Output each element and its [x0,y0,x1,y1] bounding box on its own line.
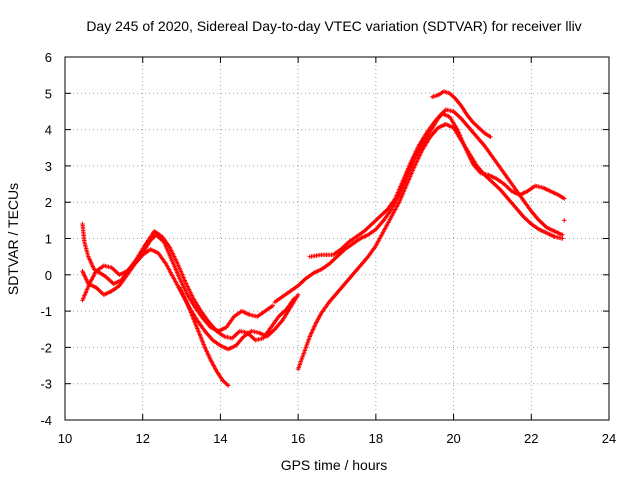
series-track-h [430,89,493,140]
plot-frame [64,56,610,421]
y-tick-label: -1 [40,304,52,319]
x-tick-label: 22 [524,431,538,446]
y-tick-label: 3 [45,159,52,174]
series-track-g [307,111,567,259]
y-tick-label: -4 [40,413,52,428]
chart-title: Day 245 of 2020, Sidereal Day-to-day VTE… [86,18,581,34]
x-tick-label: 10 [58,431,72,446]
series-track-d [177,285,231,388]
series-isolated-point [562,218,567,223]
y-tick-label: 0 [45,268,52,283]
x-tick-label: 20 [446,431,460,446]
y-tick-label: 4 [45,123,52,138]
x-tick-label: 14 [213,431,227,446]
grid-layer [65,57,609,420]
series-track-e [295,121,565,372]
x-tick-label: 24 [602,431,616,446]
y-tick-label: -3 [40,377,52,392]
y-axis-label: SDTVAR / TECUs [5,183,21,295]
series-track-b [80,221,297,343]
x-tick-label: 12 [135,431,149,446]
x-axis-label: GPS time / hours [281,457,388,473]
y-tick-label: 1 [45,232,52,247]
series-layer [80,89,567,388]
plus-marker [488,134,493,140]
y-tick-label: 5 [45,86,52,101]
y-tick-label: 6 [45,50,52,65]
plus-marker [562,196,567,201]
x-tick-label: 16 [291,431,305,446]
plus-marker [560,232,565,238]
plus-marker [226,383,231,388]
plus-marker [295,292,301,297]
plus-marker [562,218,567,223]
x-tick-label: 18 [369,431,383,446]
plus-marker [270,303,276,308]
y-tick-label: 2 [45,195,52,210]
y-tick-label: -2 [40,340,52,355]
